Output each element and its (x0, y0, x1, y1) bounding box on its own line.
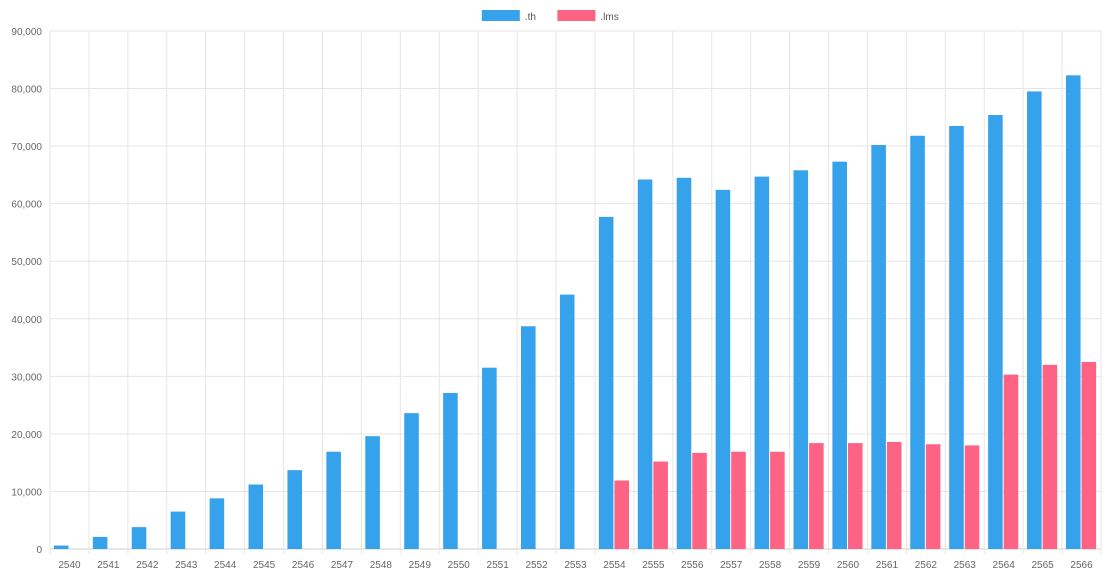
bar-th-2560[interactable] (832, 161, 847, 549)
bar-th-2557[interactable] (715, 189, 731, 549)
x-tick-label: 2564 (993, 560, 1016, 571)
y-tick-label: 40,000 (11, 315, 42, 326)
grid-lines (49, 30, 1102, 554)
bar-th-2542[interactable] (131, 527, 147, 549)
bar-lms-2558[interactable] (770, 451, 785, 549)
bar-th-2558[interactable] (754, 176, 770, 549)
x-tick-label: 2550 (448, 560, 471, 571)
bars (53, 75, 1097, 550)
x-tick-label: 2549 (409, 560, 432, 571)
bar-lms-2554[interactable] (614, 480, 629, 549)
bar-th-2564[interactable] (988, 115, 1003, 549)
x-tick-label: 2544 (214, 560, 237, 571)
bar-lms-2565[interactable] (1042, 364, 1058, 549)
x-tick-label: 2547 (331, 560, 354, 571)
y-tick-label: 20,000 (11, 430, 42, 441)
y-tick-label: 50,000 (11, 257, 42, 268)
bar-th-2550[interactable] (443, 393, 458, 549)
y-tick-label: 70,000 (11, 142, 42, 153)
axes: 0 10,000 20,000 30,000 40,000 50,000 60,000 70,… (11, 27, 1093, 571)
bar-th-2563[interactable] (949, 125, 964, 549)
x-tick-label: 2546 (292, 560, 315, 571)
bar-th-2545[interactable] (248, 484, 264, 549)
bar-th-2551[interactable] (482, 367, 497, 549)
bar-th-2562[interactable] (910, 135, 925, 549)
bar-lms-2559[interactable] (809, 443, 824, 549)
x-tick-label: 2560 (837, 560, 860, 571)
x-tick-label: 2566 (1070, 560, 1093, 571)
x-tick-label: 2565 (1031, 560, 1054, 571)
y-tick-label: 60,000 (11, 200, 42, 211)
bar-th-2548[interactable] (365, 436, 380, 549)
bar-lms-2555[interactable] (653, 461, 668, 549)
x-tick-label: 2545 (253, 560, 276, 571)
bar-th-2547[interactable] (326, 451, 341, 549)
x-tick-label: 2551 (487, 560, 510, 571)
legend-item-lms[interactable]: .lms (557, 10, 619, 23)
x-tick-label: 2540 (58, 560, 81, 571)
x-tick-label: 2562 (915, 560, 938, 571)
bar-lms-2562[interactable] (925, 444, 941, 549)
legend-swatch (481, 10, 520, 21)
bar-th-2544[interactable] (209, 498, 225, 549)
y-tick-label: 90,000 (11, 27, 42, 38)
bar-th-2554[interactable] (598, 216, 614, 549)
x-tick-label: 2542 (136, 560, 159, 571)
bar-lms-2564[interactable] (1003, 374, 1019, 549)
bar-lms-2556[interactable] (692, 452, 707, 549)
bar-lms-2566[interactable] (1081, 361, 1097, 549)
x-tick-label: 2555 (642, 560, 665, 571)
bar-th-2556[interactable] (676, 177, 692, 549)
x-tick-label: 2559 (798, 560, 821, 571)
bar-th-2565[interactable] (1027, 91, 1042, 550)
x-tick-label: 2552 (525, 560, 548, 571)
bar-th-2566[interactable] (1065, 75, 1081, 549)
bar-lms-2557[interactable] (731, 451, 746, 549)
bar-th-2540[interactable] (53, 545, 69, 549)
bar-lms-2563[interactable] (964, 445, 980, 549)
x-tick-label: 2554 (603, 560, 626, 571)
bar-th-2552[interactable] (521, 326, 536, 549)
bar-th-2541[interactable] (92, 536, 108, 549)
legend-swatch (557, 10, 596, 21)
x-tick-label: 2543 (175, 560, 198, 571)
x-tick-label: 2556 (681, 560, 704, 571)
legend-item-th[interactable]: .th (481, 10, 536, 23)
x-tick-label: 2553 (564, 560, 587, 571)
x-tick-label: 2548 (370, 560, 393, 571)
y-tick-label: 80,000 (11, 85, 42, 96)
bar-th-2553[interactable] (559, 294, 575, 549)
legend-label: .lms (600, 12, 618, 23)
y-tick-label: 30,000 (11, 372, 42, 383)
legend-label: .th (525, 12, 536, 23)
bar-th-2549[interactable] (404, 413, 419, 549)
x-tick-label: 2561 (876, 560, 899, 571)
y-tick-label: 0 (36, 545, 42, 556)
bar-th-2543[interactable] (170, 511, 186, 549)
legend[interactable]: .th .lms (481, 10, 619, 23)
x-tick-label: 2541 (97, 560, 120, 571)
x-tick-label: 2558 (759, 560, 782, 571)
bar-th-2561[interactable] (871, 144, 886, 549)
bar-th-2546[interactable] (287, 470, 303, 549)
bar-lms-2560[interactable] (847, 443, 863, 549)
x-tick-label: 2557 (720, 560, 743, 571)
x-tick-label: 2563 (954, 560, 977, 571)
bar-th-2559[interactable] (793, 170, 809, 549)
bar-lms-2561[interactable] (886, 441, 902, 549)
y-tick-label: 10,000 (11, 487, 42, 498)
bar-th-2555[interactable] (637, 179, 653, 550)
